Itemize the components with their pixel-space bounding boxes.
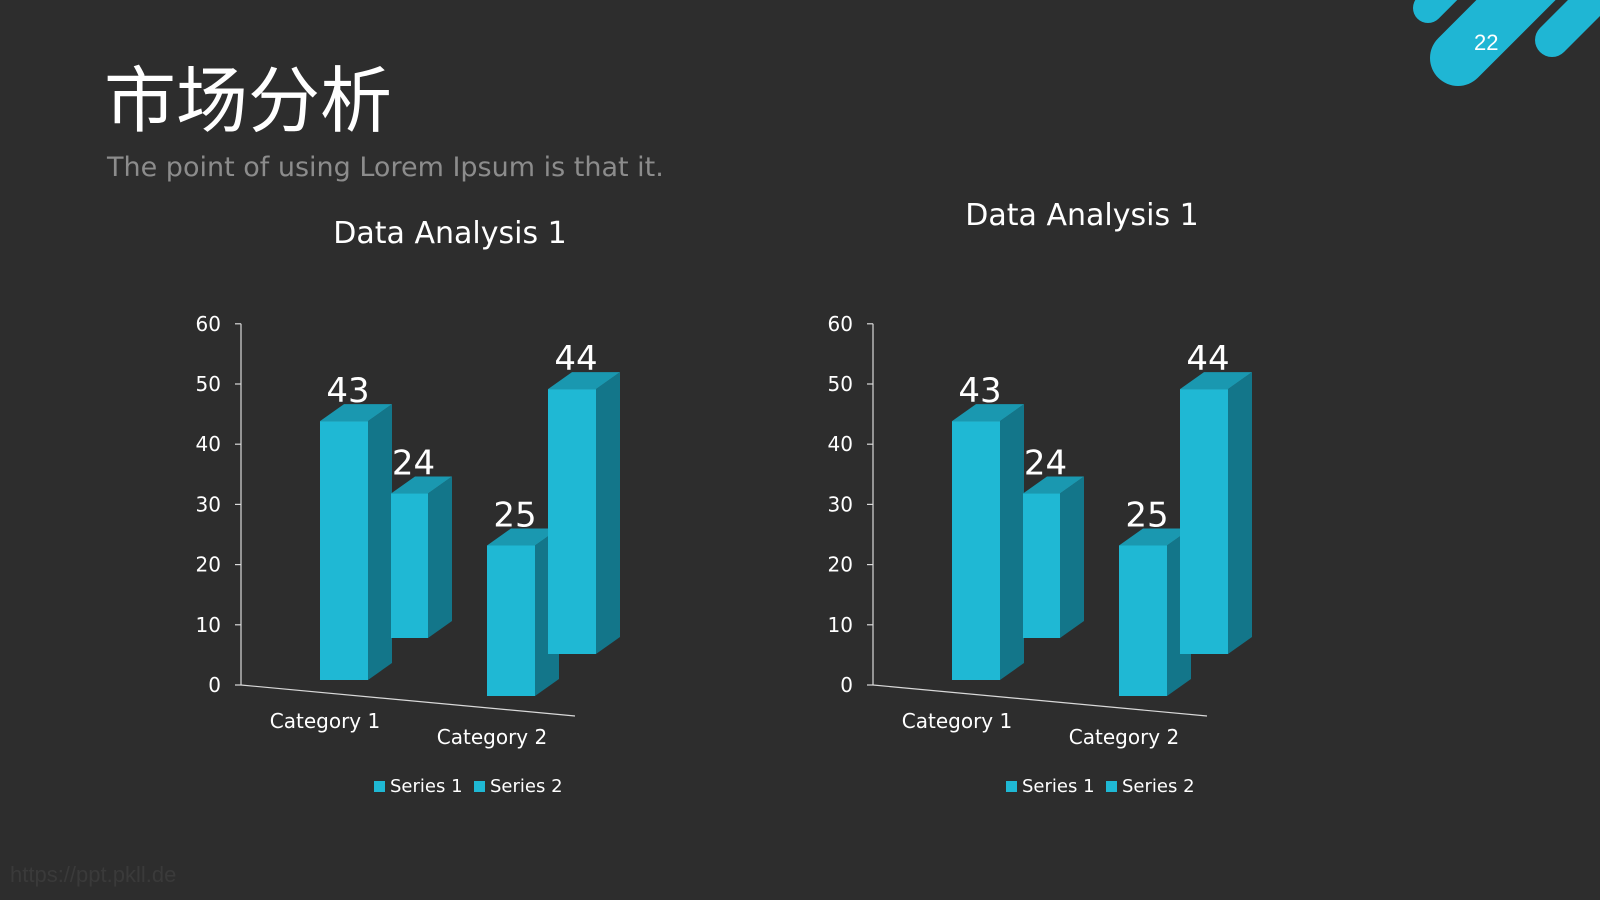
data-label: 44 xyxy=(1186,339,1229,379)
legend-swatch xyxy=(1106,781,1117,792)
bar-top-face xyxy=(1119,528,1191,546)
bar-front-face xyxy=(1180,389,1228,654)
chart-title: Data Analysis 1 xyxy=(333,216,566,251)
bar-top-face xyxy=(1023,476,1084,494)
bar-front-face xyxy=(1023,493,1060,638)
y-tick-label: 50 xyxy=(196,372,221,396)
bar-series-2-cat2 xyxy=(1180,372,1252,654)
x-category-label: Category 2 xyxy=(437,725,547,749)
bar-top-face xyxy=(1180,372,1252,390)
data-label: 44 xyxy=(554,339,597,379)
data-label: 24 xyxy=(392,444,435,484)
bar-series-2-cat1 xyxy=(391,476,452,638)
bar-front-face xyxy=(391,493,428,638)
slide-subtitle: The point of using Lorem Ipsum is that i… xyxy=(107,152,664,183)
bar-front-face xyxy=(487,545,535,696)
chart-right-svg: Data Analysis 1 0 10 20 30 40 50 60 43 24 25 44 Cate… xyxy=(828,198,1252,797)
y-tick-label: 30 xyxy=(196,492,221,516)
bar-top-face xyxy=(487,528,559,546)
bar-series-1-cat1 xyxy=(320,404,392,680)
bar-side-face xyxy=(1000,404,1024,680)
bar-series-2-cat2 xyxy=(548,372,620,654)
bar-side-face xyxy=(596,372,620,654)
y-tick-label: 60 xyxy=(196,312,221,336)
x-category-label: Category 2 xyxy=(1069,725,1179,749)
data-label: 25 xyxy=(1125,496,1168,536)
bar-top-face xyxy=(952,404,1024,422)
y-tick-label: 30 xyxy=(828,492,853,516)
data-label: 43 xyxy=(326,371,369,411)
bar-top-face xyxy=(320,404,392,422)
bar-top-face xyxy=(548,372,620,390)
chart-title: Data Analysis 1 xyxy=(965,198,1198,233)
bar-front-face xyxy=(320,421,368,680)
legend-swatch xyxy=(1006,781,1017,792)
bar-side-face xyxy=(368,404,392,680)
y-tick-label: 60 xyxy=(828,312,853,336)
data-label: 24 xyxy=(1024,444,1067,484)
y-tick-label: 40 xyxy=(196,432,221,456)
y-tick-label: 0 xyxy=(208,673,221,697)
y-tick-label: 10 xyxy=(196,613,221,637)
x-axis-line xyxy=(240,684,576,717)
y-tick-label: 40 xyxy=(828,432,853,456)
y-tick-label: 50 xyxy=(828,372,853,396)
x-category-label: Category 1 xyxy=(270,709,380,733)
legend-label: Series 2 xyxy=(1122,776,1195,797)
slide-title: 市场分析 xyxy=(104,59,393,143)
bar-side-face xyxy=(428,476,452,638)
bar-front-face xyxy=(1119,545,1167,696)
y-tick-label: 0 xyxy=(840,673,853,697)
watermark: https://ppt.pkll.de xyxy=(10,862,177,887)
bar-series-1-cat1 xyxy=(952,404,1024,680)
y-tick-label: 10 xyxy=(828,613,853,637)
y-tick-label: 20 xyxy=(196,553,221,577)
legend-label: Series 1 xyxy=(390,776,463,797)
x-axis-line xyxy=(872,684,1208,717)
chart-left-svg: Data Analysis 1 0 10 20 30 40 50 60 43 24 25 44 Cate… xyxy=(196,216,620,797)
legend-swatch xyxy=(474,781,485,792)
bar-top-face xyxy=(391,476,452,494)
y-tick-label: 20 xyxy=(828,553,853,577)
bar-series-2-cat1 xyxy=(1023,476,1084,638)
legend-label: Series 2 xyxy=(490,776,563,797)
bar-side-face xyxy=(1060,476,1084,638)
legend-swatch xyxy=(374,781,385,792)
bar-front-face xyxy=(548,389,596,654)
chart-left: Data Analysis 1 0 10 20 30 40 50 60 43 24 25 44 Cate… xyxy=(140,180,760,820)
data-label: 25 xyxy=(493,496,536,536)
bar-front-face xyxy=(952,421,1000,680)
x-category-label: Category 1 xyxy=(902,709,1012,733)
page-number: 22 xyxy=(1474,30,1499,55)
legend-label: Series 1 xyxy=(1022,776,1095,797)
chart-right: Data Analysis 1 0 10 20 30 40 50 60 43 24 25 44 Cate… xyxy=(772,180,1392,820)
bar-side-face xyxy=(1228,372,1252,654)
page-badge-decoration xyxy=(1413,0,1600,86)
data-label: 43 xyxy=(958,371,1001,411)
